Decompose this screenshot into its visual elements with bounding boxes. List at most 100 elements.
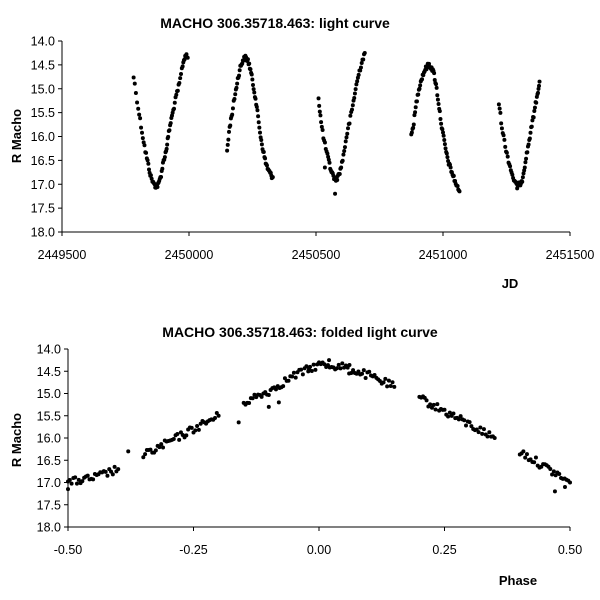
- data-point: [69, 481, 74, 486]
- data-point: [250, 396, 255, 401]
- data-point: [458, 414, 463, 419]
- data-point: [562, 484, 567, 489]
- data-point: [340, 361, 345, 366]
- data-point: [167, 128, 172, 133]
- data-point: [525, 150, 530, 155]
- data-point: [352, 91, 357, 96]
- data-point: [327, 358, 332, 363]
- data-point: [263, 156, 268, 161]
- data-point: [266, 392, 271, 397]
- data-point: [481, 427, 486, 432]
- data-point: [161, 445, 166, 450]
- data-point: [348, 113, 353, 118]
- data-point: [144, 150, 149, 155]
- y-tick-label: 15.5: [37, 409, 61, 423]
- data-point: [552, 489, 557, 494]
- data-point: [340, 158, 345, 163]
- data-point: [448, 165, 453, 170]
- data-points: [66, 358, 572, 494]
- y-tick-label: 16.5: [37, 454, 61, 468]
- data-point: [317, 109, 322, 114]
- data-point: [290, 374, 295, 379]
- data-point: [266, 404, 271, 409]
- y-tick-label: 16.0: [37, 432, 61, 446]
- data-point: [530, 118, 535, 123]
- data-point: [103, 469, 108, 474]
- data-point: [317, 103, 322, 108]
- x-axis-label: Phase: [499, 573, 537, 588]
- data-point: [353, 87, 358, 92]
- data-point: [67, 477, 72, 482]
- data-point: [234, 85, 239, 90]
- data-point: [385, 384, 390, 389]
- data-point: [140, 130, 145, 135]
- axes: [58, 40, 571, 236]
- data-point: [91, 477, 96, 482]
- data-point: [435, 97, 440, 102]
- data-point: [126, 449, 131, 454]
- data-point: [256, 114, 261, 119]
- data-point: [413, 105, 418, 110]
- data-point: [232, 96, 237, 101]
- data-point: [261, 150, 266, 155]
- data-point: [432, 71, 437, 76]
- data-point: [178, 76, 183, 81]
- x-tick-label: 2451500: [546, 248, 595, 262]
- data-point: [436, 102, 441, 107]
- y-tick-label: 17.0: [31, 178, 55, 192]
- data-point: [503, 144, 508, 149]
- data-point: [441, 133, 446, 138]
- data-point: [252, 90, 257, 95]
- data-points: [131, 50, 542, 196]
- data-point: [259, 138, 264, 143]
- data-point: [253, 96, 258, 101]
- data-point: [568, 480, 572, 485]
- data-point: [492, 436, 497, 440]
- data-point: [273, 387, 278, 392]
- data-point: [359, 61, 364, 66]
- data-point: [281, 384, 286, 389]
- data-point: [427, 61, 432, 66]
- data-point: [318, 113, 323, 118]
- y-tick-label: 14.0: [37, 343, 61, 357]
- data-point: [153, 448, 158, 453]
- data-point: [166, 134, 171, 139]
- data-point: [142, 143, 147, 148]
- data-point: [227, 129, 232, 134]
- data-point: [557, 472, 562, 477]
- data-point: [149, 176, 154, 181]
- data-point: [133, 90, 138, 95]
- data-point: [464, 423, 469, 428]
- data-point: [175, 432, 180, 437]
- data-point: [413, 110, 418, 115]
- data-point: [504, 150, 509, 155]
- data-point: [177, 80, 182, 85]
- data-point: [467, 420, 472, 425]
- data-point: [522, 165, 527, 170]
- data-point: [157, 445, 162, 450]
- data-point: [438, 116, 443, 121]
- x-tick-label: 2450500: [292, 248, 341, 262]
- data-point: [487, 430, 492, 435]
- data-point: [319, 124, 324, 129]
- data-point: [416, 92, 421, 97]
- data-point: [249, 72, 254, 77]
- data-point: [510, 172, 515, 177]
- x-tick-label: -0.25: [179, 543, 208, 557]
- data-point: [388, 384, 393, 389]
- data-point: [434, 85, 439, 90]
- data-point: [178, 72, 183, 77]
- data-point: [343, 139, 348, 144]
- data-point: [325, 151, 330, 156]
- data-point: [247, 400, 252, 405]
- data-point: [327, 160, 332, 165]
- data-point: [316, 96, 321, 101]
- data-point: [145, 158, 150, 163]
- data-point: [447, 410, 452, 415]
- data-point: [230, 106, 235, 111]
- data-point: [445, 155, 450, 160]
- data-point: [216, 413, 221, 418]
- data-point: [237, 73, 242, 78]
- data-point: [251, 82, 256, 87]
- data-point: [372, 372, 377, 377]
